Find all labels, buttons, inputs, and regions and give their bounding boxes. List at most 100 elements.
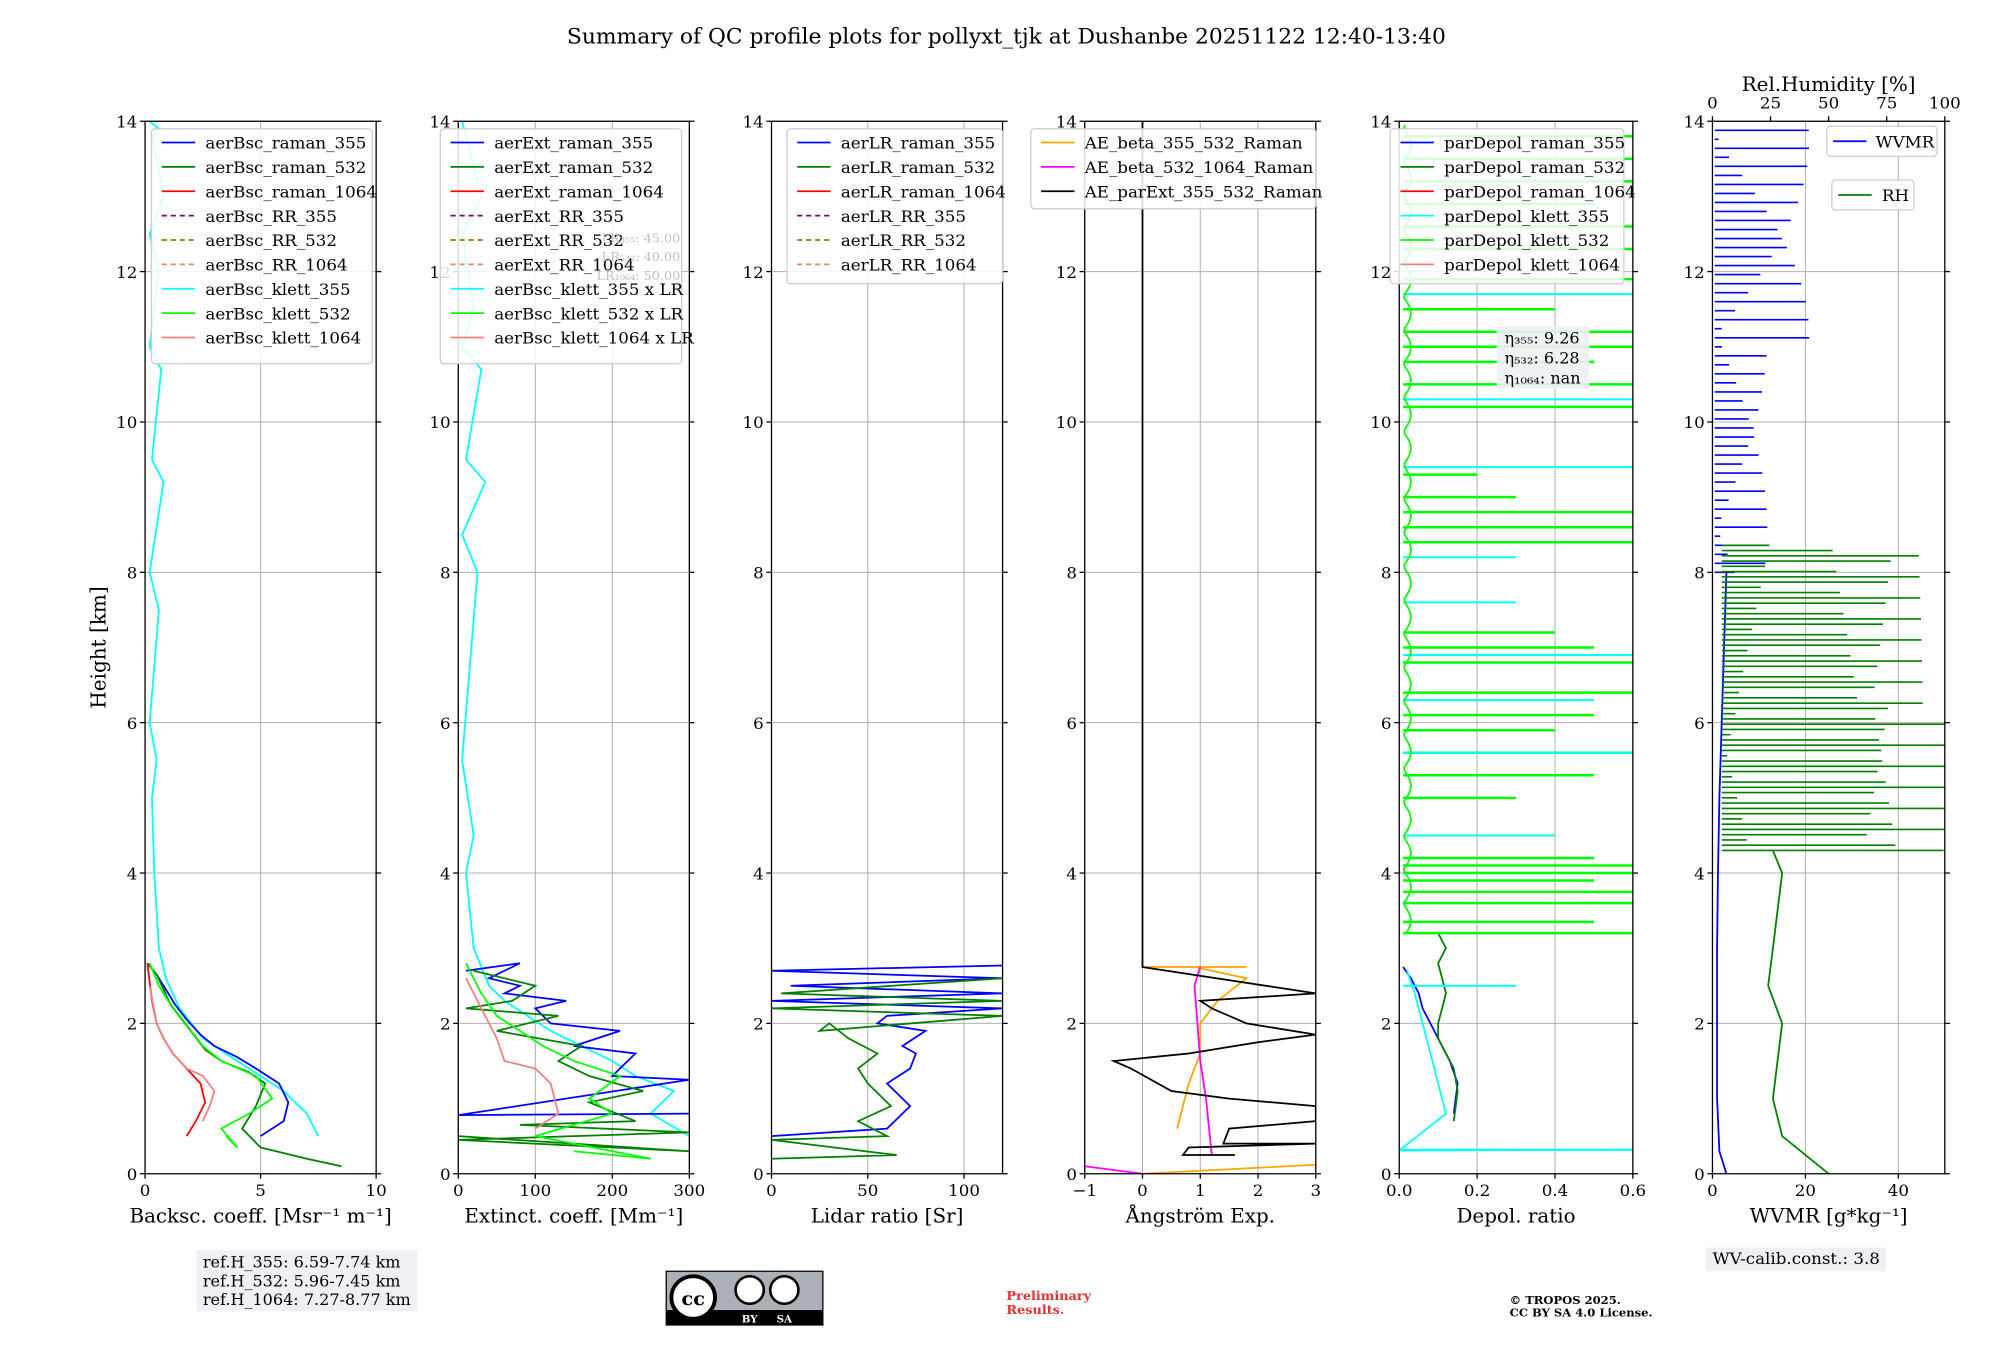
preliminary-line-2: Results. <box>1006 1303 1065 1318</box>
y-tick-label: 2 <box>1066 1015 1077 1034</box>
series-group <box>1084 121 1316 1174</box>
y-tick-label: 10 <box>1684 413 1705 432</box>
legend-label: aerBsc_klett_1064 x LR <box>494 329 694 348</box>
y-tick-label: 6 <box>127 714 138 733</box>
footer: cc BY SA <box>665 1270 824 1326</box>
lr-note: LR₃₅₅: 45.00 <box>602 231 681 246</box>
series-aerBsc_klett_532 <box>148 962 274 1149</box>
ref-h-532: ref.H_532: 5.96-7.45 km <box>202 1271 401 1290</box>
rh-tick-label: 50 <box>1818 94 1839 113</box>
legend-label: aerExt_raman_1064 <box>494 183 664 202</box>
y-tick-label: 0 <box>440 1165 451 1184</box>
y-tick-label: 10 <box>116 413 137 432</box>
legend-label: aerBsc_klett_532 <box>205 305 350 324</box>
y-tick-label: 0 <box>1694 1165 1705 1184</box>
x-axis-label: Extinct. coeff. [Mm⁻¹] <box>464 1205 683 1228</box>
series-aerBsc_klett_1064 <box>148 985 216 1122</box>
y-tick-label: 8 <box>1381 564 1392 583</box>
y-tick-label: 10 <box>1056 413 1077 432</box>
y-tick-label: 12 <box>743 263 764 282</box>
legend-label: aerLR_RR_1064 <box>841 256 977 275</box>
ref-h-1064: ref.H_1064: 7.27-8.77 km <box>202 1290 411 1309</box>
y-tick-label: 14 <box>1056 113 1077 132</box>
series-aerExt_raman_532 <box>458 969 690 1153</box>
legend-label: parDepol_raman_532 <box>1444 158 1625 177</box>
x-axis-label: Depol. ratio <box>1456 1205 1575 1228</box>
x-axis-label: Ångström Exp. <box>1124 1203 1275 1228</box>
axes-frame <box>457 120 690 1175</box>
panel-backscatter: 0 2 4 6 8 10 12 14 0 5 10 Backsc. coeff. [Msr⁻¹ m⁻¹… <box>116 113 392 1228</box>
x-tick-label: 3 <box>1310 1181 1321 1200</box>
y-tick-label: 10 <box>1370 413 1391 432</box>
y-tick-label: 4 <box>753 864 764 883</box>
legend-label: aerExt_RR_532 <box>494 231 624 250</box>
preliminary-note: Preliminary Results. <box>1006 1290 1091 1318</box>
x-axis-label: Backsc. coeff. [Msr⁻¹ m⁻¹] <box>129 1205 391 1228</box>
legend: aerExt_raman_355 aerExt_raman_532 aerExt_r… <box>439 128 694 365</box>
wv-calib-box: WV-calib.const.: 3.8 <box>1706 1247 1887 1272</box>
y-tick-label: 12 <box>116 263 137 282</box>
series-parDepol_klett_355 <box>1399 970 1633 1152</box>
legend-label-wvmr: WVMR <box>1875 133 1934 152</box>
legend-label: parDepol_klett_355 <box>1444 207 1609 226</box>
rh-tick-label: 0 <box>1707 94 1718 113</box>
legend-label: AE_parExt_355_532_Raman <box>1084 183 1323 202</box>
legend-label-rh: RH <box>1882 186 1909 205</box>
series-RH <box>1767 850 1830 1174</box>
copyright-line-2: CC BY SA 4.0 License. <box>1509 1307 1653 1321</box>
y-tick-label: 12 <box>1684 263 1705 282</box>
y-tick-label: 6 <box>753 714 764 733</box>
legend-label: aerBsc_RR_1064 <box>205 256 347 275</box>
x-tick-label: 0.0 <box>1386 1181 1413 1200</box>
x-tick-label: 0 <box>766 1181 777 1200</box>
by-icon <box>734 1275 766 1305</box>
legend-label: aerLR_raman_532 <box>841 158 995 177</box>
legend-label: aerBsc_raman_1064 <box>205 183 377 202</box>
rh-tick-label: 100 <box>1929 94 1961 113</box>
legend-label: parDepol_raman_1064 <box>1444 183 1636 202</box>
y-tick-label: 14 <box>116 113 137 132</box>
series-aerExt_raman_355 <box>458 962 690 1116</box>
y-tick-label: 6 <box>440 714 451 733</box>
y-tick-label: 4 <box>1694 864 1705 883</box>
y-tick-label: 4 <box>1381 864 1392 883</box>
legend-label: aerBsc_RR_532 <box>205 231 337 250</box>
sa-label: SA <box>777 1314 793 1326</box>
y-tick-label: 8 <box>1694 564 1705 583</box>
series-aerLR_raman_355 <box>771 964 1003 1137</box>
x-tick-label: 200 <box>596 1181 628 1200</box>
y-tick-label: 2 <box>1381 1015 1392 1034</box>
copyright-note: © TROPOS 2025. CC BY SA 4.0 License. <box>1510 1295 1653 1320</box>
y-tick-label: 6 <box>1694 714 1705 733</box>
lr-note: LR₅₃₂: 40.00 <box>602 249 681 264</box>
y-tick-label: 0 <box>127 1165 138 1184</box>
legend-label: aerExt_RR_355 <box>494 207 624 226</box>
copyright-line-1: © TROPOS 2025. <box>1509 1295 1621 1308</box>
x-axis-label: Lidar ratio [Sr] <box>811 1205 964 1228</box>
legend-box <box>1030 128 1317 210</box>
series-parDepol_raman_532 <box>1437 932 1459 1122</box>
cc-icon <box>669 1274 717 1321</box>
legend-label: aerBsc_klett_355 x LR <box>494 280 684 299</box>
series-aerBsc_klett_532 x LR <box>465 962 652 1160</box>
legend-box <box>1389 128 1625 285</box>
y-tick-label: 12 <box>1370 263 1391 282</box>
x-tick-label: −1 <box>1072 1181 1097 1200</box>
y-tick-label: 0 <box>1381 1165 1392 1184</box>
x-tick-label: 50 <box>857 1181 878 1200</box>
axes-frame <box>770 120 1004 1175</box>
legend-label: aerBsc_raman_355 <box>205 134 366 153</box>
x-tick-label: 0 <box>1137 1181 1148 1200</box>
x-tick-label: 1 <box>1195 1181 1206 1200</box>
legend: WVMR RH <box>1826 125 1938 211</box>
legend-label: parDepol_raman_355 <box>1444 134 1625 153</box>
x-tick-label: 40 <box>1888 1181 1909 1200</box>
legend-label: parDepol_klett_1064 <box>1444 256 1620 275</box>
x-tick-label: 300 <box>673 1181 705 1200</box>
legend-box <box>150 128 373 365</box>
